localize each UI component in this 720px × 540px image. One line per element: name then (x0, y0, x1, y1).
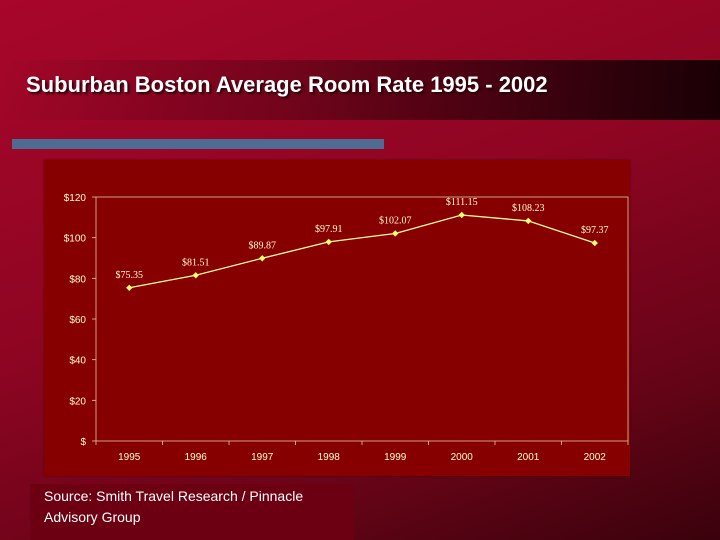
x-tick-label: 1998 (318, 452, 341, 463)
title-band (0, 60, 720, 120)
x-tick-label: 1996 (185, 452, 208, 463)
room-rate-line-chart: $ $20 $40 $60 $80 $100 $120 1995 1996 1997 1998 199… (64, 193, 629, 463)
y-tick-label: $100 (64, 234, 87, 245)
data-label: $89.87 (249, 240, 277, 251)
plot-border (95, 196, 629, 442)
slide-title: Suburban Boston Average Room Rate 1995 -… (26, 72, 548, 97)
x-tick-label: 1995 (118, 452, 141, 463)
x-tick-label: 1999 (384, 452, 407, 463)
data-point (126, 284, 133, 291)
y-tick-label: $60 (69, 315, 86, 326)
data-label: $75.35 (116, 270, 144, 281)
data-point (525, 217, 532, 225)
data-point (259, 255, 266, 262)
x-tick-label: 2000 (451, 452, 474, 463)
accent-rule (12, 139, 384, 149)
data-label: $81.51 (182, 257, 210, 268)
data-label: $108.23 (512, 203, 545, 214)
source-box (30, 484, 354, 540)
data-label: $111.15 (446, 197, 478, 208)
x-tick-label: 1997 (251, 452, 274, 463)
source-note: Source: Smith Travel Research / Pinnacle… (44, 488, 304, 525)
y-tick-label: $120 (64, 193, 87, 204)
data-point (192, 272, 199, 279)
data-point (392, 230, 399, 237)
data-label: $102.07 (379, 215, 412, 226)
y-tick-label: $80 (69, 274, 86, 285)
data-point (325, 238, 332, 246)
data-point (458, 211, 465, 219)
data-label: $97.37 (581, 225, 609, 236)
data-point (591, 239, 598, 247)
x-tick-label: 2002 (584, 452, 607, 463)
y-tick-label: $20 (69, 396, 86, 407)
y-tick-label: $40 (69, 356, 86, 367)
data-label: $97.91 (315, 224, 343, 235)
x-tick-label: 2001 (517, 452, 540, 463)
chart-frame (44, 160, 630, 476)
series-line (129, 214, 595, 289)
y-tick-label: $ (80, 437, 86, 448)
